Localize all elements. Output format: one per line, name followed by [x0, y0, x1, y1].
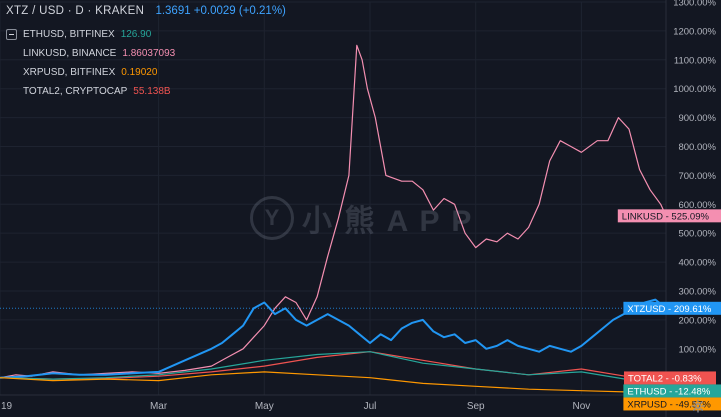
- series-value-label: XRPUSD - -49.57%: [623, 397, 721, 411]
- y-tick-label: 1000.00%: [673, 84, 716, 95]
- settings-gear-icon[interactable]: [691, 399, 705, 413]
- chart-grid: [0, 1, 667, 395]
- legend-symbol: TOTAL2, CRYPTOCAP: [23, 86, 128, 97]
- series-value-label: ETHUSD - -12.48%: [623, 384, 721, 398]
- series-label-box: [617, 209, 721, 223]
- main-price-change: 1.3691 +0.0029 (+0.21%): [155, 5, 286, 17]
- legend-value: 0.19020: [121, 67, 158, 78]
- x-tick-label: Nov: [573, 401, 591, 412]
- minus-toggle-icon[interactable]: [6, 29, 17, 40]
- legend-row[interactable]: ETHUSD, BITFINEX 126.90: [6, 25, 175, 44]
- price-axis[interactable]: 100.00% 200.00% 300.00% 400.00% 500.00% 600.0…: [665, 0, 721, 417]
- series-label-box: [623, 384, 721, 398]
- series-line-ethusd: [0, 351, 667, 382]
- y-tick-label: 500.00%: [678, 229, 716, 240]
- y-tick-label: 700.00%: [678, 171, 716, 182]
- x-tick-label: Jul: [364, 401, 377, 412]
- legend-row[interactable]: LINKUSD, BINANCE 1.86037093: [6, 44, 175, 63]
- y-tick-label: 600.00%: [678, 200, 716, 211]
- legend-symbol: ETHUSD, BITFINEX: [23, 29, 115, 40]
- legend-value: 126.90: [120, 29, 152, 40]
- series-label-text: TOTAL2 - -0.83%: [628, 373, 702, 384]
- legend-symbol: XRPUSD, BITFINEX: [23, 67, 116, 78]
- y-tick-label: 900.00%: [678, 113, 716, 124]
- x-tick-label: 19: [1, 401, 13, 412]
- x-tick-label: Mar: [150, 401, 168, 412]
- time-axis[interactable]: 19MarMayJulSepNov2020: [0, 394, 678, 412]
- legend-value: 55.138B: [133, 86, 171, 97]
- series-legend: ETHUSD, BITFINEX 126.90 LINKUSD, BINANCE 1.…: [6, 25, 175, 101]
- series-label-box: [623, 301, 721, 315]
- series-value-label: XTZUSD - 209.61%: [623, 301, 721, 315]
- legend-row[interactable]: TOTAL2, CRYPTOCAP 55.138B: [6, 82, 175, 101]
- y-tick-label: 200.00%: [678, 315, 716, 326]
- series-line-xrpusd: [0, 371, 666, 393]
- series-line-total2: [0, 351, 667, 380]
- chart-header: XTZ / USD · D · KRAKEN 1.3691 +0.0029 (+…: [6, 5, 286, 17]
- series-line-linkusd: [0, 44, 667, 379]
- y-tick-label: 300.00%: [678, 286, 716, 297]
- series-line-xtzusd: [0, 298, 667, 379]
- legend-symbol: LINKUSD, BINANCE: [23, 48, 117, 59]
- legend-row[interactable]: XRPUSD, BITFINEX 0.19020: [6, 63, 175, 82]
- series-label-box: [624, 371, 716, 385]
- y-tick-label: 100.00%: [678, 344, 716, 355]
- price-axis-background: [666, 0, 721, 417]
- main-symbol[interactable]: XTZ / USD · D · KRAKEN: [6, 5, 145, 17]
- series-label-text: LINKUSD - 525.09%: [622, 211, 710, 222]
- series-label-text: XRPUSD - -49.57%: [627, 399, 711, 410]
- series-value-label: LINKUSD - 525.09%: [617, 209, 721, 223]
- series-value-labels: LINKUSD - 525.09% XTZUSD - 209.61% TOTAL2 …: [617, 209, 721, 411]
- y-tick-label: 400.00%: [678, 258, 716, 269]
- x-tick-label: Sep: [467, 401, 485, 412]
- series-label-text: ETHUSD - -12.48%: [627, 386, 710, 397]
- series-label-text: XTZUSD - 209.61%: [627, 304, 711, 315]
- x-tick-label: May: [255, 401, 274, 412]
- series-value-label: TOTAL2 - -0.83%: [624, 371, 716, 385]
- y-tick-label: 1300.00%: [673, 0, 716, 9]
- y-tick-label: 800.00%: [678, 142, 716, 153]
- legend-value: 1.86037093: [122, 48, 176, 59]
- y-tick-label: 1100.00%: [674, 55, 717, 66]
- y-tick-label: 1200.00%: [673, 26, 716, 37]
- series-lines: [0, 44, 667, 393]
